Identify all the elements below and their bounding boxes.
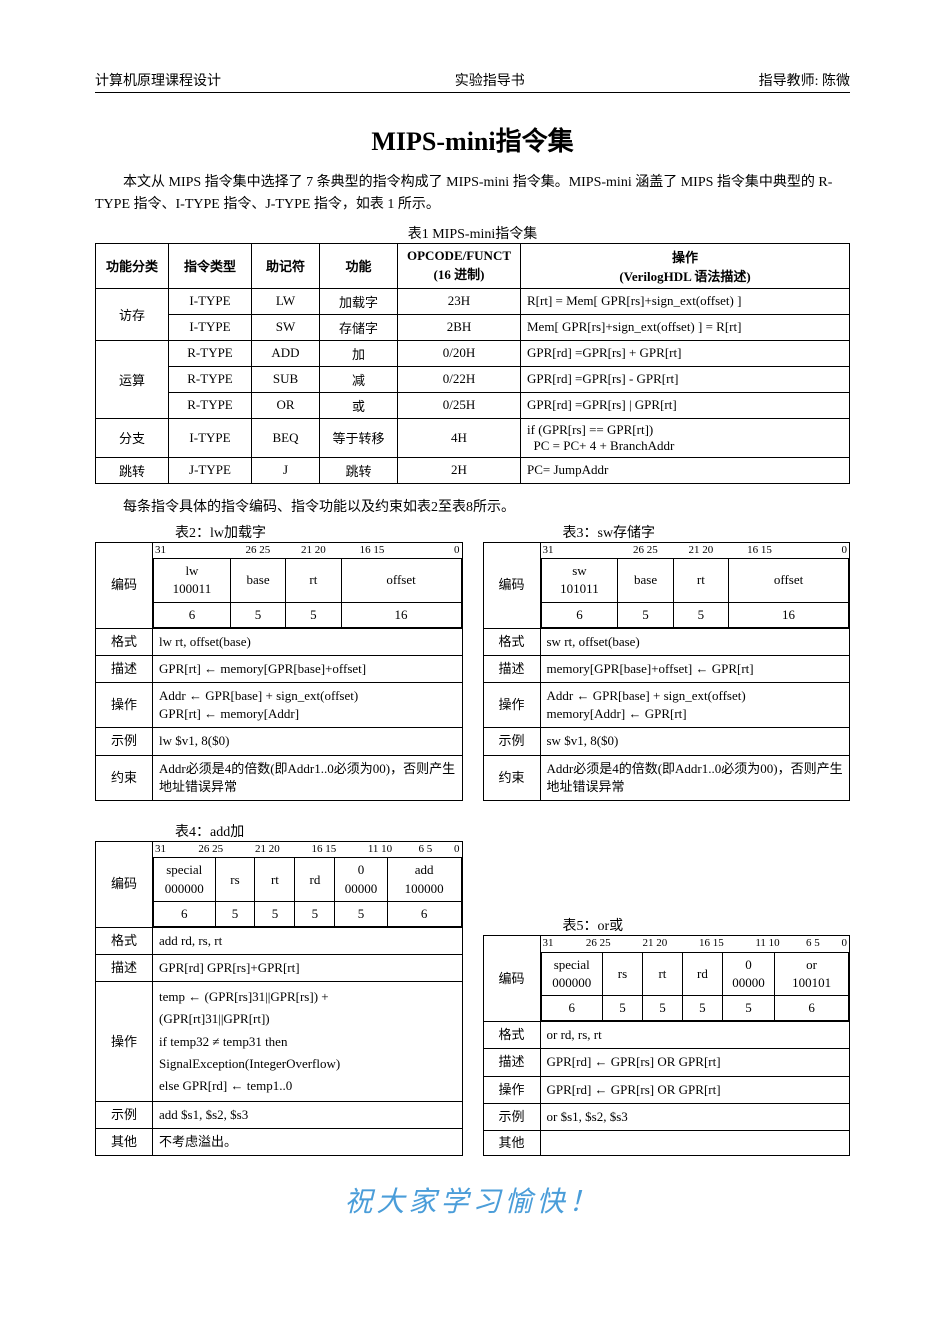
sw-table: 编码 31 26 25 21 20 16 15 0 [483,542,851,801]
t1-h2: 指令类型 [169,243,252,288]
t1-cat: 分支 [96,418,169,457]
add-block: 表4：add加 编码 31 26 2521 2016 1511 106 5 0 [95,815,463,1156]
doc-title: MIPS-mini指令集 [95,121,850,158]
table-row: 访存 I-TYPE LW 加载字 23H R[rt] = Mem[ GPR[rs… [96,288,850,314]
page: 计算机原理课程设计 实验指导书 指导教师: 陈微 MIPS-mini指令集 本文… [0,0,945,1337]
lw-table: 编码 31 26 25 21 20 16 15 0 [95,542,463,801]
t1-cat: 跳转 [96,457,169,483]
or-table: 编码 31 26 2521 2016 1511 106 5 0 special0… [483,935,851,1156]
or-caption: 表5：or或 [483,915,851,935]
table1-header: 功能分类 指令类型 助记符 功能 OPCODE/FUNCT(16 进制) 操作(… [96,243,850,288]
table1: 功能分类 指令类型 助记符 功能 OPCODE/FUNCT(16 进制) 操作(… [95,243,850,484]
header-right: 指导教师: 陈微 [759,70,850,90]
row-add-or: 表4：add加 编码 31 26 2521 2016 1511 106 5 0 [95,815,850,1156]
footer-greeting: 祝大家学习愉快！ [95,1180,850,1220]
table-row: R-TYPE SUB 减 0/22H GPR[rd] =GPR[rs] - GP… [96,366,850,392]
t1-h5: OPCODE/FUNCT(16 进制) [398,243,521,288]
encoding-row: 编码 31 26 2521 2016 1511 106 5 0 special0… [483,936,850,1022]
t1-h1: 功能分类 [96,243,169,288]
intro-paragraph: 本文从 MIPS 指令集中选择了 7 条典型的指令构成了 MIPS-mini 指… [95,172,850,217]
table-row: 分支 I-TYPE BEQ 等于转移 4H if (GPR[rs] == GPR… [96,418,850,457]
t1-cat: 访存 [96,288,169,340]
lw-block: 表2：lw加载字 编码 31 26 25 21 20 16 15 0 [95,516,463,801]
add-table: 编码 31 26 2521 2016 1511 106 5 0 special0… [95,841,463,1156]
page-header: 计算机原理课程设计 实验指导书 指导教师: 陈微 [95,70,850,93]
lw-caption: 表2：lw加载字 [95,522,463,542]
or-block: 表5：or或 编码 31 26 2521 2016 1511 106 5 0 [483,909,851,1156]
encoding-row: 编码 31 26 25 21 20 16 15 0 [483,542,850,628]
header-left: 计算机原理课程设计 [95,70,221,90]
sw-block: 表3：sw存储字 编码 31 26 25 21 20 16 15 0 [483,516,851,801]
sw-caption: 表3：sw存储字 [483,522,851,542]
t1-h4: 功能 [320,243,398,288]
encoding-row: 编码 31 26 25 21 20 16 15 0 [96,542,463,628]
table-row: R-TYPE OR 或 0/25H GPR[rd] =GPR[rs] | GPR… [96,392,850,418]
t1-h6: 操作(VerilogHDL 语法描述) [521,243,850,288]
table1-caption: 表1 MIPS-mini指令集 [95,223,850,243]
table-row: 运算 R-TYPE ADD 加 0/20H GPR[rd] =GPR[rs] +… [96,340,850,366]
row-lw-sw: 表2：lw加载字 编码 31 26 25 21 20 16 15 0 [95,516,850,801]
table-row: I-TYPE SW 存储字 2BH Mem[ GPR[rs]+sign_ext(… [96,314,850,340]
paragraph-2: 每条指令具体的指令编码、指令功能以及约束如表2至表8所示。 [95,496,850,516]
header-center: 实验指导书 [455,70,525,90]
table-row: 跳转 J-TYPE J 跳转 2H PC= JumpAddr [96,457,850,483]
t1-h3: 助记符 [252,243,320,288]
add-caption: 表4：add加 [95,821,463,841]
t1-cat: 运算 [96,340,169,418]
encoding-row: 编码 31 26 2521 2016 1511 106 5 0 special0… [96,842,463,928]
